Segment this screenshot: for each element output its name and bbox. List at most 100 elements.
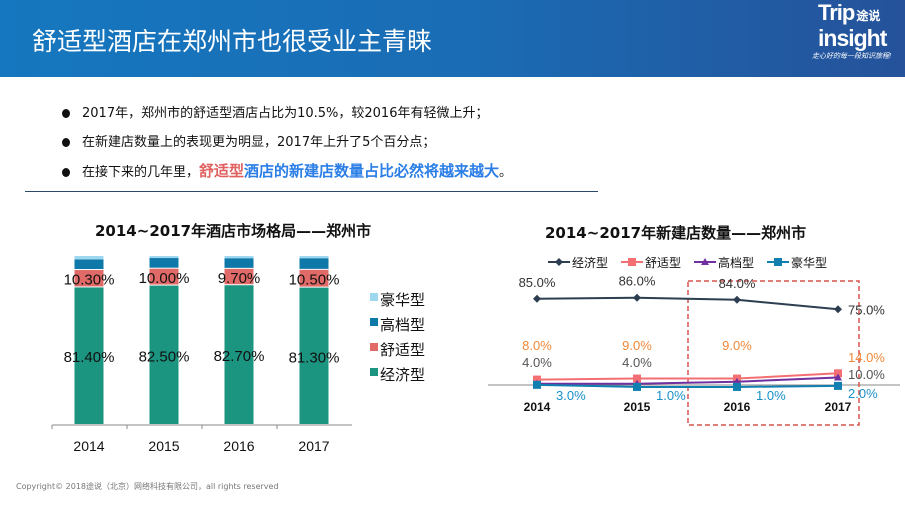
- data-label: 81.30%: [289, 349, 340, 366]
- data-label: 4.0%: [622, 355, 652, 370]
- square-marker: [733, 382, 741, 391]
- data-label: 10.50%: [289, 272, 340, 289]
- series-line-2: [537, 376, 839, 385]
- data-label: 10.30%: [64, 272, 115, 289]
- data-label: 81.40%: [64, 349, 115, 366]
- legend-swatch: [370, 318, 378, 326]
- diamond-marker: [633, 293, 641, 302]
- bar-segment-0: [74, 287, 104, 424]
- square-marker: [628, 258, 636, 266]
- series-line-3: [536, 383, 839, 388]
- x-tick-label: 2016: [724, 400, 751, 414]
- bullet-3: 在接下来的几年里，舒适型酒店的新建店数量占比必然将越来越大。: [62, 160, 512, 181]
- highlight-blue: 酒店的新建店数量占比必然将越来越大: [244, 162, 500, 180]
- bullet-1: 2017年，郑州市的舒适型酒店占比为10.5%，较2016年有轻微上升；: [62, 102, 488, 121]
- bullet-dot-icon: [62, 109, 70, 118]
- legend-label: 舒适型: [645, 256, 681, 270]
- diamond-marker: [533, 294, 541, 303]
- data-label: 8.0%: [522, 338, 552, 353]
- data-label: 84.0%: [719, 276, 756, 291]
- data-label: 14.0%: [848, 350, 885, 365]
- bar-segment-2: [74, 259, 104, 270]
- triangle-marker: [701, 258, 709, 265]
- data-label: 3.0%: [556, 388, 586, 403]
- x-tick-label: 2017: [298, 438, 329, 454]
- data-label: 75.0%: [848, 302, 885, 317]
- data-label: 86.0%: [619, 274, 656, 289]
- square-marker: [834, 369, 842, 378]
- x-tick-label: 2014: [524, 400, 551, 414]
- data-label: 9.70%: [218, 270, 261, 287]
- bullet-2: 在新建店数量上的表现更为明显，2017年上升了5个百分点；: [62, 131, 435, 150]
- bullet-suffix: 。: [499, 165, 513, 180]
- legend-swatch: [370, 368, 378, 376]
- data-label: 10.0%: [848, 367, 885, 382]
- bar-segment-0: [299, 287, 329, 424]
- diamond-marker: [733, 295, 741, 304]
- legend-label: 豪华型: [380, 291, 425, 309]
- bullet-text: 在接下来的几年里，: [82, 165, 200, 180]
- data-label: 1.0%: [756, 388, 786, 403]
- header-banner: 舒适型酒店在郑州市也很受业主青睐 Trip 途说 insight 走心好的每一段知…: [0, 0, 905, 77]
- bar-segment-0: [224, 285, 254, 424]
- divider: [25, 191, 598, 192]
- diamond-marker: [555, 258, 563, 266]
- data-label: 9.0%: [622, 338, 652, 353]
- square-marker: [633, 382, 641, 391]
- legend-label: 高档型: [380, 317, 425, 334]
- data-label: 2.0%: [848, 386, 878, 401]
- legend-label: 高档型: [718, 255, 754, 270]
- bullet-text: 2017年，郑州市的舒适型酒店占比为10.5%，较2016年有轻微上升；: [82, 106, 489, 121]
- legend-label: 舒适型: [380, 342, 425, 359]
- square-marker: [533, 375, 541, 384]
- logo-insight: insight: [818, 25, 887, 51]
- bar-segment-1: [299, 269, 329, 287]
- bar-segment-2: [149, 258, 179, 268]
- bar-segment-3: [149, 256, 179, 259]
- data-label: 82.50%: [139, 348, 190, 365]
- x-tick-label: 2015: [148, 438, 179, 454]
- legend-label: 豪华型: [791, 255, 827, 270]
- series-line-1: [536, 372, 839, 381]
- logo-trip: Trip: [818, 0, 855, 25]
- data-label: 9.0%: [722, 338, 752, 353]
- bar-segment-3: [224, 256, 254, 259]
- x-tick-label: 2015: [624, 400, 651, 414]
- legend-swatch: [370, 343, 378, 351]
- bar-segment-2: [224, 258, 254, 268]
- data-label: 1.0%: [656, 388, 686, 403]
- bullet-dot-icon: [62, 138, 70, 147]
- bar-chart-title: 2014~2017年酒店市场格局——郑州市: [95, 222, 372, 240]
- bar-segment-3: [299, 256, 329, 259]
- diamond-marker: [834, 305, 842, 314]
- logo-cn: 途说: [856, 9, 881, 23]
- triangle-marker: [834, 373, 842, 381]
- x-tick-label: 2016: [223, 438, 254, 454]
- bar-segment-1: [149, 268, 179, 285]
- bullet-dot-icon: [62, 168, 70, 177]
- square-marker: [774, 258, 782, 266]
- bar-segment-2: [299, 258, 329, 269]
- highlight-box: [687, 280, 860, 426]
- copyright: Copyright© 2018途说（北京）网络科技有限公司，all rights…: [16, 482, 279, 491]
- square-marker: [633, 374, 641, 383]
- bar-segment-1: [224, 268, 254, 285]
- page-title: 舒适型酒店在郑州市也很受业主青睐: [32, 27, 433, 56]
- data-label: 10.00%: [139, 270, 190, 287]
- bar-segment-3: [74, 256, 104, 260]
- bar-segment-0: [149, 285, 179, 424]
- data-label: 85.0%: [519, 275, 556, 290]
- legend-label: 经济型: [572, 255, 608, 270]
- data-label: 4.0%: [522, 355, 552, 370]
- line-chart-title: 2014~2017年新建店数量——郑州市: [545, 224, 807, 242]
- x-tick-label: 2017: [825, 400, 852, 414]
- logo-tagline: 走心好的每一段知识旅程!: [812, 53, 891, 60]
- data-label: 82.70%: [214, 348, 265, 365]
- square-marker: [834, 381, 842, 390]
- legend-label: 经济型: [380, 367, 425, 384]
- series-line-0: [536, 296, 839, 311]
- legend-swatch: [370, 293, 378, 301]
- square-marker: [533, 380, 541, 389]
